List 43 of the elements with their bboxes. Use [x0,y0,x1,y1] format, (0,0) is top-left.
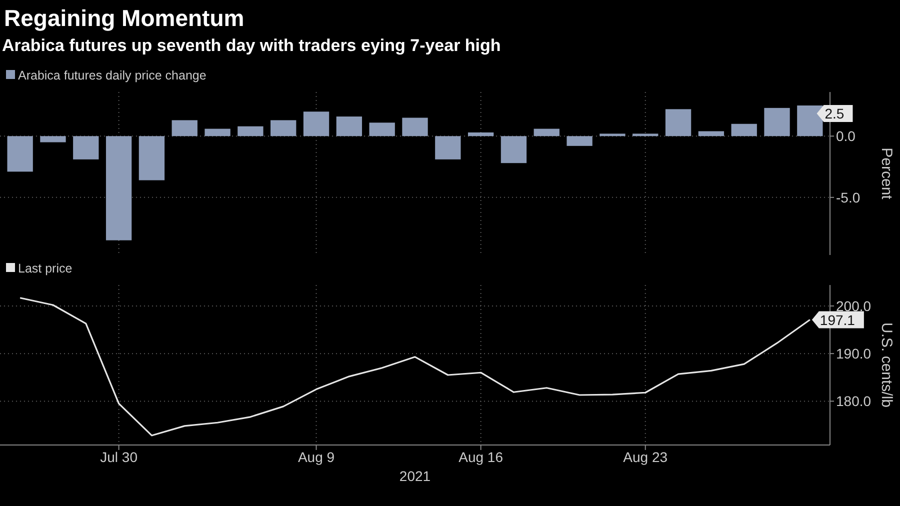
bar [500,136,527,164]
bar [731,124,757,136]
bar [336,116,362,136]
x-tick-label: Aug 9 [298,449,335,465]
bar [468,132,494,136]
line-series [19,297,811,436]
bar [73,136,99,160]
x-tick-label: Aug 23 [623,449,668,465]
bar [632,134,658,136]
bar [138,136,165,180]
y-tick-label: 0.0 [836,128,856,144]
bar [204,128,230,136]
x-tick-label: Jul 30 [100,449,138,465]
bar [172,120,198,136]
bar [7,136,33,172]
x-tick-label: Aug 16 [458,449,504,465]
bar [534,128,560,136]
y-axis-title: Percent [878,148,895,200]
legend-label: Arabica futures daily price change [18,68,206,82]
chart-title: Regaining Momentum [4,5,244,31]
bar [238,126,264,136]
y-tick-label: 190.0 [836,345,872,362]
chart-subtitle: Arabica futures up seventh day with traders eying 7-year high [2,36,501,55]
bar [270,120,296,136]
bar [600,134,626,136]
y-tick-label: 180.0 [836,393,872,410]
y-tick-label: 200.0 [836,298,872,314]
legend-label: Last price [18,261,72,276]
data-label: 197.1 [820,312,856,328]
bar [665,109,692,136]
y-axis-title: U.S. cents/lb [878,322,895,408]
bar [369,122,395,136]
bar [698,131,724,136]
x-axis-title: 2021 [399,468,431,484]
data-label: 2.5 [824,106,844,122]
bar [402,118,428,136]
bar [764,108,790,136]
y-tick-label: -5.0 [836,189,860,206]
bar [566,136,592,146]
bar [435,136,461,160]
bar [303,112,330,136]
bar [40,136,66,142]
bar [106,136,132,240]
